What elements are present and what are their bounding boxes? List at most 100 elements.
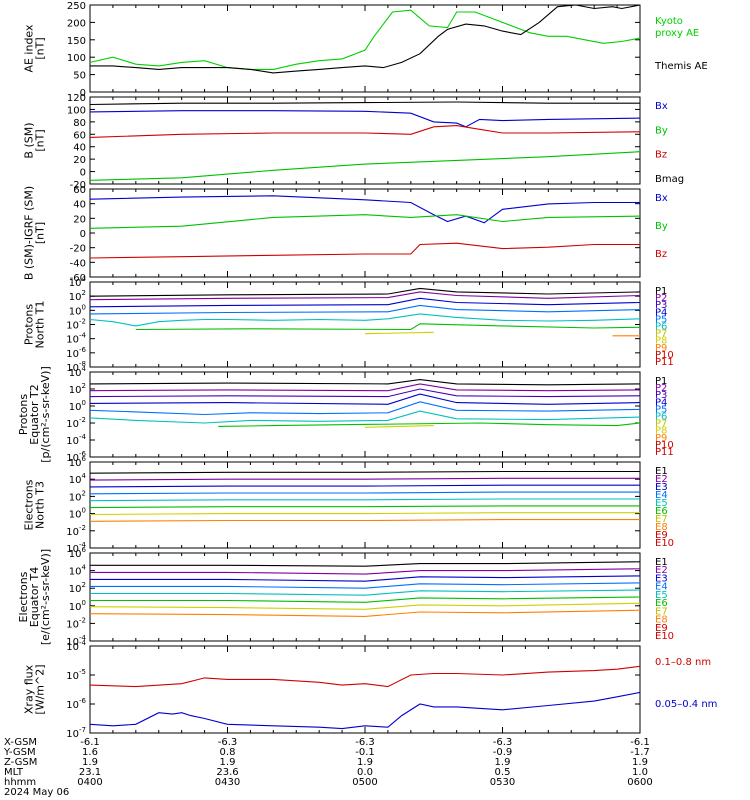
legend-entry: E3 bbox=[655, 573, 668, 584]
footer-value: -6.3 bbox=[355, 737, 375, 748]
y-tick-label: 0 bbox=[80, 168, 86, 179]
y-tick-label: 10-4 bbox=[66, 433, 86, 447]
series-line bbox=[89, 512, 640, 516]
series-line bbox=[89, 519, 640, 522]
y-axis-label: [W/m^2] bbox=[34, 664, 47, 714]
series-line bbox=[364, 331, 434, 335]
panel-frame bbox=[89, 4, 641, 93]
series-line bbox=[89, 393, 641, 405]
y-tick-label: 104 bbox=[69, 564, 87, 578]
series-line bbox=[89, 287, 641, 297]
legend-entry: E9 bbox=[655, 530, 668, 541]
footer-row-label: Y-GSM bbox=[3, 747, 36, 758]
y-tick-label: 20 bbox=[73, 155, 86, 166]
y-axis-label: North T1 bbox=[34, 301, 47, 349]
y-tick-label: 10-5 bbox=[66, 668, 86, 682]
footer-value: 1.6 bbox=[82, 747, 98, 758]
y-tick-label: 104 bbox=[69, 365, 87, 379]
series-line bbox=[89, 410, 641, 424]
footer-value: 1.9 bbox=[220, 757, 236, 768]
legend-entry: E1 bbox=[655, 466, 668, 477]
legend-entry: E8 bbox=[655, 615, 668, 626]
legend-entry: P4 bbox=[655, 397, 667, 408]
series-line bbox=[89, 505, 640, 509]
series-line bbox=[90, 589, 641, 596]
series-line bbox=[90, 4, 641, 74]
series-line bbox=[90, 582, 641, 589]
y-axis-label: Equator T4 bbox=[28, 567, 41, 627]
legend-entry: proxy AE bbox=[655, 28, 699, 39]
legend-entry: Bz bbox=[655, 249, 667, 260]
y-axis-label: Equator T2 bbox=[28, 384, 41, 444]
y-tick-label: 100 bbox=[69, 599, 86, 613]
legend-entry: Bx bbox=[655, 101, 668, 112]
series-line bbox=[89, 498, 640, 502]
y-axis-label: Electrons bbox=[17, 571, 30, 622]
legend-entry: P6 bbox=[655, 412, 667, 423]
legend-entry: P2 bbox=[655, 293, 667, 304]
legend-entry: E4 bbox=[655, 582, 668, 593]
legend-entry: E5 bbox=[655, 590, 668, 601]
panel-3: -60 -40 -20 0 20 40 60 B (SM)-IGRF (SM)[nT] Bx By… bbox=[23, 185, 668, 284]
series-line bbox=[89, 388, 641, 398]
y-axis-label: [nT] bbox=[34, 129, 47, 151]
series-line bbox=[89, 291, 641, 301]
series-line bbox=[89, 304, 641, 315]
y-tick-label: 10-2 bbox=[66, 318, 86, 332]
y-tick-label: 80 bbox=[73, 118, 86, 129]
y-tick-label: 10-6 bbox=[66, 697, 86, 711]
legend-entry: By bbox=[655, 125, 668, 136]
footer-value: 0500 bbox=[352, 777, 377, 788]
footer-value: -6.3 bbox=[493, 737, 513, 748]
series-line bbox=[89, 691, 641, 730]
panel-frame bbox=[89, 188, 641, 278]
series-line bbox=[135, 323, 641, 331]
legend-entry: P10 bbox=[655, 440, 674, 451]
series-line bbox=[89, 9, 641, 70]
y-tick-label: 10-4 bbox=[66, 332, 86, 346]
legend-entry: E2 bbox=[655, 565, 668, 576]
y-tick-label: 106 bbox=[69, 455, 87, 469]
y-tick-label: 20 bbox=[73, 214, 86, 225]
footer-value: -0.1 bbox=[355, 747, 375, 758]
footer-value: 0.0 bbox=[357, 767, 373, 778]
y-tick-label: 104 bbox=[69, 275, 87, 289]
legend-entry: E4 bbox=[655, 490, 668, 501]
legend-entry: E2 bbox=[655, 474, 668, 485]
legend-entry: P6 bbox=[655, 322, 667, 333]
panel-frame bbox=[89, 461, 641, 549]
footer-value: 23.1 bbox=[79, 767, 101, 778]
y-tick-label: 102 bbox=[69, 489, 86, 503]
legend-entry: P9 bbox=[655, 343, 667, 354]
legend-entry: P3 bbox=[655, 300, 667, 311]
legend-entry: P2 bbox=[655, 383, 667, 394]
footer-value: 1.9 bbox=[632, 757, 648, 768]
footer-row-label: Z-GSM bbox=[4, 757, 37, 768]
legend-entry: P11 bbox=[655, 357, 674, 368]
legend-entry: Themis AE bbox=[654, 61, 708, 72]
footer-value: 0.5 bbox=[495, 767, 511, 778]
legend-entry: P7 bbox=[655, 329, 667, 340]
y-tick-label: 100 bbox=[67, 105, 86, 116]
series-line bbox=[89, 491, 640, 495]
legend-entry: E3 bbox=[655, 482, 668, 493]
legend-entry: P5 bbox=[655, 314, 667, 325]
y-tick-label: -20 bbox=[70, 244, 86, 255]
y-tick-label: 106 bbox=[69, 546, 87, 560]
y-tick-label: 102 bbox=[69, 581, 86, 595]
legend-entry: P9 bbox=[655, 433, 667, 444]
series-line bbox=[90, 596, 641, 603]
y-tick-label: 10-2 bbox=[66, 416, 86, 430]
legend-entry: P11 bbox=[655, 447, 674, 458]
legend-entry: 0.05–0.4 nm bbox=[655, 699, 717, 710]
y-axis-label: B (SM) bbox=[23, 122, 36, 158]
legend-entry: By bbox=[655, 221, 668, 232]
footer-value: 1.0 bbox=[632, 767, 648, 778]
